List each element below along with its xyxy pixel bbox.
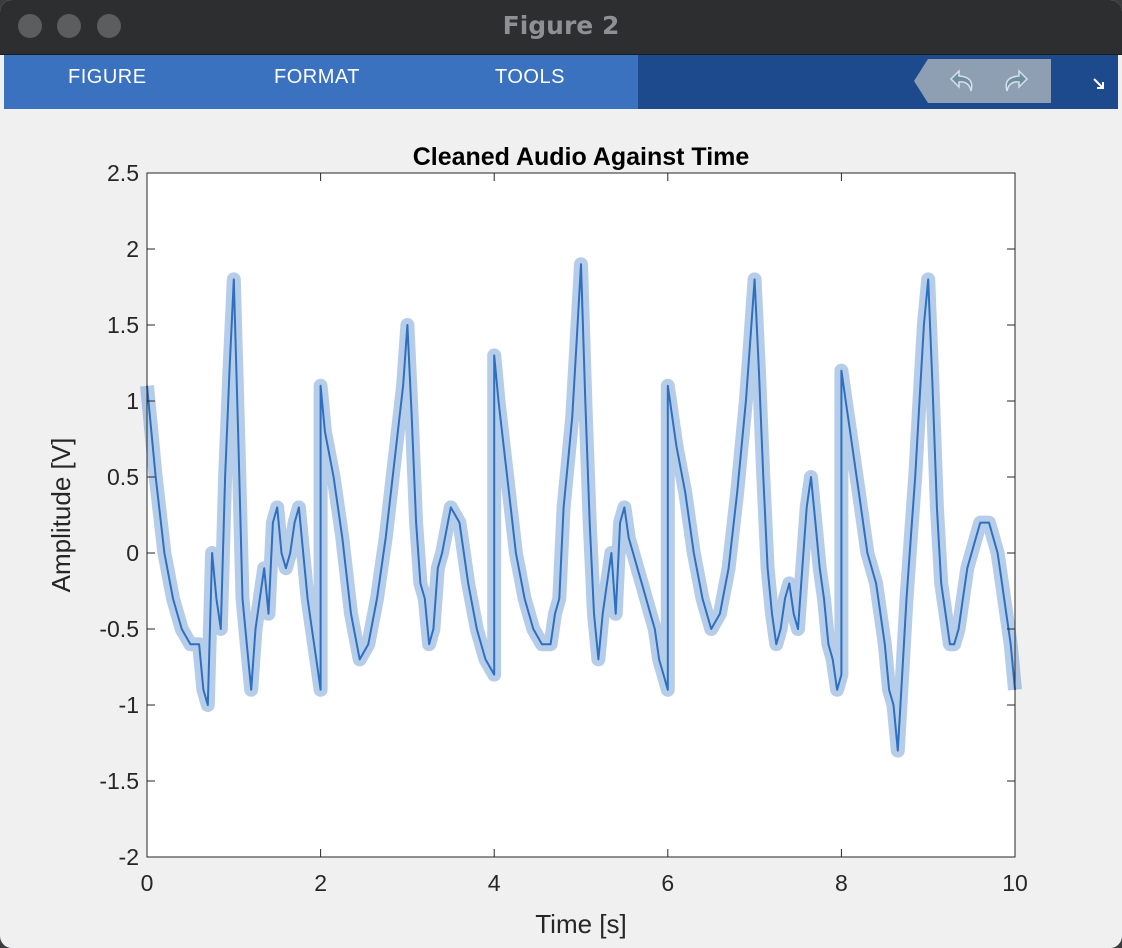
tab-bar: FIGURE FORMAT TOOLS bbox=[4, 55, 638, 109]
x-tick-label: 4 bbox=[488, 870, 501, 896]
close-window-button[interactable] bbox=[18, 14, 42, 38]
quick-access-toolbar bbox=[914, 59, 1051, 103]
y-tick-label: -1.5 bbox=[99, 768, 139, 794]
y-tick-label: -2 bbox=[119, 844, 139, 870]
ticks-layer: 0 2 4 6 8 10 -2 -1.5 -1 -0.5 0 0.5 1 1.5 2 2.5 bbox=[99, 160, 1027, 896]
window-title: Figure 2 bbox=[502, 11, 620, 40]
y-tick-label: 0 bbox=[126, 540, 139, 566]
y-tick-label: 1 bbox=[126, 388, 139, 414]
x-tick-label: 0 bbox=[141, 870, 154, 896]
x-axis-label: Time [s] bbox=[535, 909, 626, 939]
y-tick-label: -1 bbox=[119, 692, 139, 718]
series-layer bbox=[140, 257, 1022, 758]
chart-plot[interactable]: 0 2 4 6 8 10 -2 -1.5 -1 -0.5 0 0.5 1 1.5 2 2.5 Cleaned … bbox=[4, 109, 1118, 948]
tab-figure[interactable]: FIGURE bbox=[68, 66, 147, 88]
y-tick-label: 0.5 bbox=[107, 464, 139, 490]
x-tick-label: 10 bbox=[1002, 870, 1028, 896]
x-tick-label: 6 bbox=[661, 870, 674, 896]
figure-canvas: 0 2 4 6 8 10 -2 -1.5 -1 -0.5 0 0.5 1 1.5 2 2.5 Cleaned … bbox=[4, 109, 1118, 948]
collapse-arrow-icon[interactable] bbox=[1090, 75, 1110, 95]
tab-tools[interactable]: TOOLS bbox=[495, 66, 565, 88]
chart-title: Cleaned Audio Against Time bbox=[413, 143, 750, 171]
y-tick-label: 2 bbox=[126, 236, 139, 262]
x-tick-label: 2 bbox=[314, 870, 327, 896]
zoom-window-button[interactable] bbox=[97, 14, 121, 38]
series-0-line[interactable] bbox=[146, 263, 1016, 752]
title-bar[interactable]: Figure 2 bbox=[0, 0, 1122, 55]
axes-frame bbox=[146, 172, 1016, 858]
y-axis-label: Amplitude [V] bbox=[46, 438, 76, 593]
undo-arrow-icon[interactable] bbox=[947, 65, 981, 97]
y-tick-label: -0.5 bbox=[99, 616, 139, 642]
tab-format[interactable]: FORMAT bbox=[274, 66, 360, 88]
y-tick-label: 1.5 bbox=[107, 312, 139, 338]
x-tick-label: 8 bbox=[835, 870, 848, 896]
redo-arrow-icon[interactable] bbox=[997, 65, 1031, 97]
minimize-window-button[interactable] bbox=[57, 14, 81, 38]
toolstrip: FIGURE FORMAT TOOLS bbox=[4, 55, 1118, 109]
quick-access-background bbox=[914, 59, 1051, 103]
y-tick-label: 2.5 bbox=[107, 160, 139, 186]
